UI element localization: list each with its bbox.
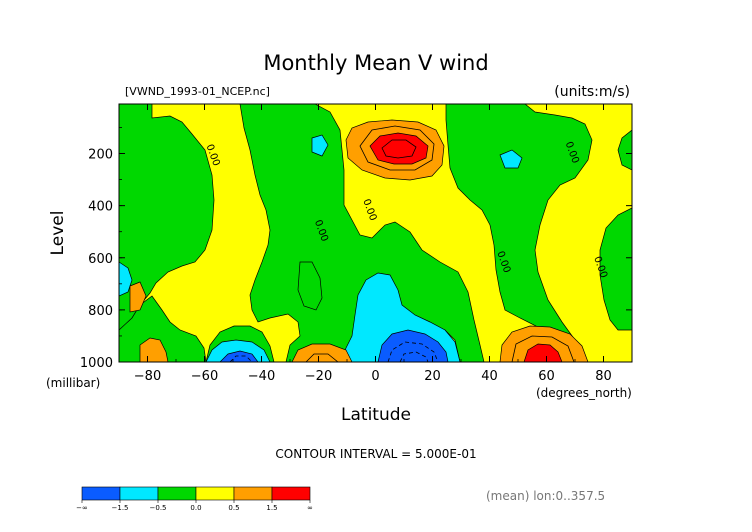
file-label: [VWND_1993-01_NCEP.nc]	[125, 85, 270, 98]
x-tick-label: 20	[424, 369, 441, 384]
legend-swatch	[233, 486, 273, 501]
green-band-east-edge	[599, 207, 632, 331]
surface-min-dashed-1	[387, 341, 439, 362]
legend-label: 0.5	[228, 504, 239, 512]
orange-surface-60N	[499, 325, 589, 362]
upper-jet-contour-2	[381, 139, 417, 159]
x-tick-label: −40	[248, 369, 275, 384]
upper-jet-contour-1	[359, 125, 435, 171]
cyan-small-1	[311, 134, 329, 157]
legend-swatch	[81, 486, 121, 501]
y-tick-label: 800	[88, 304, 113, 319]
y-tick-label: 1000	[80, 356, 113, 371]
orange-surface-20S	[291, 343, 353, 362]
chart-title: Monthly Mean V wind	[263, 51, 488, 75]
x-tick-label: −60	[191, 369, 218, 384]
color-legend: −∞ −1.5 −0.5 0.0 0.5 1.5 ∞	[76, 486, 313, 512]
green-small-mid	[297, 261, 323, 311]
legend-swatch	[195, 486, 235, 501]
green-small-edge	[617, 129, 632, 171]
surface-min-dashed-3	[229, 355, 253, 362]
y-tick-label: 600	[88, 252, 113, 267]
surface-min-50S	[219, 350, 259, 362]
footnote: (mean) lon:0..357.5	[486, 489, 605, 503]
contour-interval: CONTOUR INTERVAL = 5.000E-01	[275, 447, 476, 461]
surface-max-contour	[511, 335, 575, 362]
x-tick-label: −20	[305, 369, 332, 384]
x-axis-label: Latitude	[341, 405, 411, 425]
legend-swatch	[271, 486, 311, 501]
legend-label: −∞	[76, 504, 88, 512]
legend-swatch	[157, 486, 197, 501]
surface-min-10N	[377, 329, 449, 362]
axes: −80 −60 −40 −20 0 20 40 60 80 200 400 600 800 1000	[80, 104, 633, 384]
y-axis-label: Level	[48, 211, 68, 256]
cyan-small-2	[499, 149, 523, 169]
legend-swatch	[119, 486, 159, 501]
surface-orange-contour-20S	[305, 353, 339, 362]
y-tick-label: 400	[88, 200, 113, 215]
x-tick-label: 40	[481, 369, 498, 384]
x-tick-label: 80	[595, 369, 612, 384]
x-tick-label: 60	[538, 369, 555, 384]
x-tick-label: 0	[371, 369, 379, 384]
legend-label: −0.5	[150, 504, 167, 512]
legend-label: 1.5	[266, 504, 277, 512]
x-tick-label: −80	[134, 369, 161, 384]
legend-label: −1.5	[112, 504, 129, 512]
y-units: (millibar)	[46, 376, 100, 390]
plot-area	[119, 104, 632, 362]
units-label: (units:m/s)	[554, 84, 630, 100]
legend-label: ∞	[307, 504, 313, 512]
surface-min-dashed-2	[399, 351, 429, 362]
orange-small-west	[129, 281, 147, 313]
y-tick-label: 200	[88, 148, 113, 163]
surface-max-60N	[523, 343, 563, 362]
legend-label: 0.0	[190, 504, 201, 512]
x-units: (degrees_north)	[536, 386, 632, 400]
upper-jet-max	[369, 132, 429, 165]
